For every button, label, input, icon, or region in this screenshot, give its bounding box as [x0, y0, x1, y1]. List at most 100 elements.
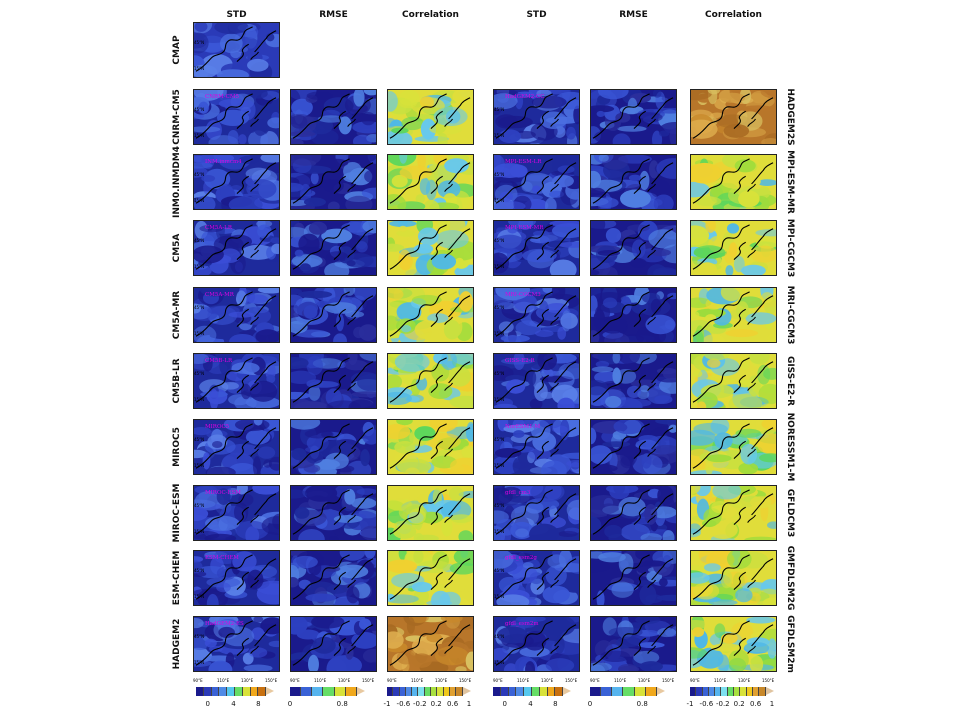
colorbar-std-left-segment-6 — [242, 687, 251, 696]
colorbar-std-left-segment-1 — [203, 687, 212, 696]
model-tag-r7-c0: MIROC-ESM — [205, 490, 241, 496]
colorbar-corr-right-segment-2 — [702, 687, 709, 696]
panel-r8-c5 — [690, 550, 777, 606]
colorbar-std-right-tick-1: 4 — [528, 700, 533, 708]
colorbar-corr-left-segment-5 — [418, 687, 425, 696]
panel-r6-c1-map — [291, 420, 376, 474]
panel-r7-c0: MIROC-ESM — [193, 485, 280, 541]
colorbar-rmse-left-tip — [356, 687, 365, 695]
panel-r2-c1-map — [291, 155, 376, 209]
panel-r2-c5-map — [691, 155, 776, 209]
lat-label-c3-r1-0: 45°N — [494, 107, 505, 112]
panel-r3-c1-map — [291, 221, 376, 275]
panel-r9-c0-map — [194, 617, 279, 671]
panel-r5-c1-map — [291, 354, 376, 408]
model-tag-r4-c3: MRI-CGCM3 — [505, 292, 541, 298]
colorbar-std-right-segment-4 — [524, 687, 532, 696]
colorbar-corr-left-tick-4: 0.6 — [447, 700, 459, 708]
colorbar-std-right-segment-2 — [508, 687, 517, 696]
lat-label-c3-r9-1: 15°N — [494, 660, 505, 665]
colorbar-std-left-segment-3 — [219, 687, 228, 696]
panel-r6-c1 — [290, 419, 377, 475]
colorbar-corr-right-tick-5: 1 — [769, 700, 775, 708]
colorbar-corr-right-segment-8 — [740, 687, 747, 696]
lat-label-c0-r6-0: 45°N — [194, 437, 205, 442]
colorbar-std-right-segment-5 — [531, 687, 540, 696]
lat-label-c3-r6-0: 45°N — [494, 437, 505, 442]
lon-label-c3-0: 90°E — [493, 678, 503, 683]
panel-r3-c3-map — [494, 221, 579, 275]
model-tag-r8-c0: ESM-CHEM — [205, 555, 239, 561]
column-header-3: STD — [526, 10, 547, 20]
panel-r9-c3-map — [494, 617, 579, 671]
panel-r3-c0: CM5A-LR — [193, 220, 280, 276]
lat-label-c3-r7-0: 45°N — [494, 503, 505, 508]
panel-r9-c1 — [290, 616, 377, 672]
colorbar-rmse-left-segment-1 — [301, 687, 313, 696]
colorbar-rmse-left — [290, 687, 374, 696]
panel-r4-c0-map — [194, 288, 279, 342]
colorbar-corr-left-segment-2 — [399, 687, 406, 696]
panel-r3-c2 — [387, 220, 474, 276]
panel-r5-c0-map — [194, 354, 279, 408]
lon-label-c4-0: 90°E — [590, 678, 600, 683]
colorbar-rmse-right — [590, 687, 674, 696]
panel-r8-c0-map — [194, 551, 279, 605]
lon-label-c5-0: 90°E — [690, 678, 700, 683]
lon-label-c2-1: 110°E — [411, 678, 424, 683]
lon-label-c4-3: 150°E — [662, 678, 675, 683]
colorbar-corr-right-segment-9 — [746, 687, 753, 696]
panel-r6-c4-map — [591, 420, 676, 474]
panel-r6-c5-map — [691, 420, 776, 474]
panel-r2-c3-map — [494, 155, 579, 209]
panel-r1-c1-map — [291, 90, 376, 144]
left-row-label-4: CM5A-MR — [172, 290, 182, 340]
panel-r5-c5-map — [691, 354, 776, 408]
colorbar-std-left-segment-4 — [227, 687, 235, 696]
model-tag-r3-c0: CM5A-LR — [205, 225, 232, 231]
panel-r1-c5 — [690, 89, 777, 145]
panel-r8-c5-map — [691, 551, 776, 605]
panel-r5-c4-map — [591, 354, 676, 408]
model-tag-r5-c0: CM5B-LR — [205, 358, 233, 364]
panel-r7-c4-map — [591, 486, 676, 540]
colorbar-rmse-left-segment-5 — [345, 687, 357, 696]
lon-label-c0-1: 110°E — [217, 678, 230, 683]
lat-label-c0-r5-1: 15°N — [194, 397, 205, 402]
lat-label-c0-r7-1: 15°N — [194, 529, 205, 534]
panel-r4-c5 — [690, 287, 777, 343]
lat-label-c0-r7-0: 45°N — [194, 503, 205, 508]
lat-label-c0-r4-0: 45°N — [194, 305, 205, 310]
lat-label-c0-r2-1: 15°N — [194, 198, 205, 203]
colorbar-corr-right — [690, 687, 778, 696]
colorbar-rmse-right-segment-5 — [645, 687, 657, 696]
panel-r2-c0: INM.inmcm4 — [193, 154, 280, 210]
colorbar-rmse-right-segment-1 — [601, 687, 613, 696]
colorbar-corr-right-segment-5 — [721, 687, 728, 696]
colorbar-corr-left-segment-6 — [424, 687, 432, 696]
colorbar-corr-right-tick-3: 0.2 — [733, 700, 745, 708]
panel-r5-c3: GISS-E2-R — [493, 353, 580, 409]
panel-r6-c0-map — [194, 420, 279, 474]
panel-r1-c2 — [387, 89, 474, 145]
lat-label-c0-r6-1: 15°N — [194, 463, 205, 468]
panel-r2-c2 — [387, 154, 474, 210]
colorbar-corr-left-tick-1: -0.6 — [396, 700, 411, 708]
lon-label-c1-1: 110°E — [314, 678, 327, 683]
lat-label-c0-r8-1: 15°N — [194, 594, 205, 599]
model-tag-r2-c0: INM.inmcm4 — [205, 159, 242, 165]
lat-label-c0-r5-0: 45°N — [194, 371, 205, 376]
right-row-label-0: HADGEM2S — [785, 88, 795, 146]
panel-r9-c1-map — [291, 617, 376, 671]
left-row-label-8: ESM-CHEM — [172, 550, 182, 606]
lat-label-c0-r8-0: 45°N — [194, 568, 205, 573]
lat-label-c3-r4-1: 15°N — [494, 331, 505, 336]
lat-label-c0-r1-1: 15°N — [194, 133, 205, 138]
colorbar-std-left-tip — [266, 687, 275, 695]
left-row-label-3: CM5A — [172, 233, 182, 263]
column-header-4: RMSE — [619, 10, 648, 20]
right-row-label-3: MRI-CGCM3 — [785, 285, 795, 345]
lon-label-c2-2: 130°E — [435, 678, 448, 683]
panel-r4-c0: CM5A-MR — [193, 287, 280, 343]
colorbar-std-left-segment-5 — [234, 687, 243, 696]
